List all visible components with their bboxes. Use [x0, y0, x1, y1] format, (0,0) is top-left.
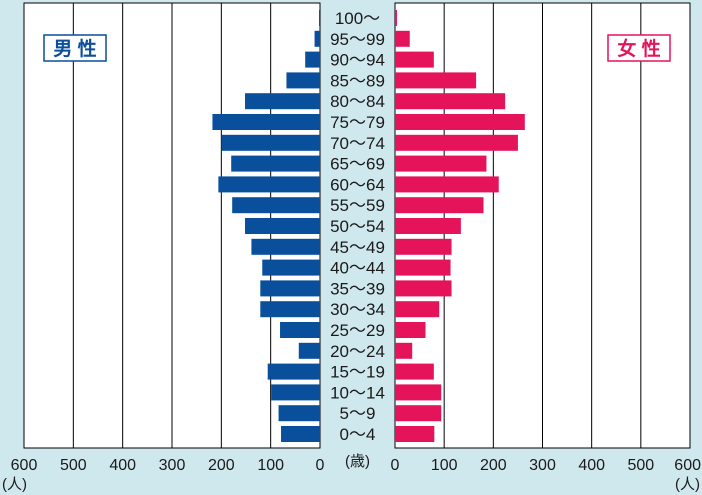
male-bar [278, 405, 320, 422]
age-label: 40〜44 [330, 259, 385, 278]
age-label: 75〜79 [330, 113, 385, 132]
x-tick-left: 600 [11, 457, 38, 474]
age-label: 65〜69 [330, 155, 385, 174]
female-bar [395, 405, 442, 422]
male-bar [271, 384, 320, 401]
male-bar [251, 238, 320, 255]
age-label: 90〜94 [330, 51, 385, 70]
x-tick-right: 300 [529, 457, 556, 474]
male-bar [245, 93, 320, 110]
age-unit: (歳) [345, 453, 370, 470]
unit-left: (人) [2, 476, 27, 493]
legend-male-label: 男 性 [53, 37, 96, 60]
age-label: 30〜34 [330, 300, 385, 319]
x-tick-left: 300 [159, 457, 186, 474]
age-label: 25〜29 [330, 321, 385, 340]
male-bar [218, 176, 320, 193]
female-bar [395, 30, 410, 47]
unit-right: (人) [675, 476, 700, 493]
x-tick-left: 200 [208, 457, 235, 474]
female-bar [395, 322, 426, 338]
female-bar [395, 176, 499, 193]
male-bar [245, 218, 320, 234]
age-label: 35〜39 [330, 279, 385, 298]
age-label: 95〜99 [330, 30, 385, 49]
female-bar [395, 114, 525, 130]
x-tick-right: 600 [674, 457, 701, 474]
female-bar [395, 259, 451, 276]
female-bar [395, 218, 461, 234]
x-tick-right: 100 [431, 457, 458, 474]
female-bar [395, 238, 452, 255]
male-bar [281, 426, 320, 442]
male-bar [262, 259, 320, 276]
male-bar [286, 72, 320, 89]
female-bar [395, 155, 487, 172]
male-bar [298, 342, 320, 359]
female-bar [395, 363, 434, 380]
male-bar [280, 322, 320, 338]
male-bar [319, 10, 320, 26]
age-label: 60〜64 [330, 175, 385, 194]
age-label: 50〜54 [330, 217, 385, 236]
male-bar [232, 197, 320, 214]
male-bar [314, 30, 320, 47]
male-bar [267, 363, 320, 380]
x-tick-left: 100 [257, 457, 284, 474]
female-bar [395, 10, 397, 26]
age-label: 85〜89 [330, 71, 385, 90]
female-bar [395, 134, 518, 151]
legend-female-box [607, 34, 671, 62]
legend-female-label: 女 性 [617, 37, 660, 60]
age-label: 80〜84 [330, 92, 385, 111]
age-label: 70〜74 [330, 134, 385, 153]
x-tick-right: 400 [578, 457, 605, 474]
x-tick-right: 200 [480, 457, 507, 474]
legend-male-box [43, 34, 107, 62]
female-bar [395, 51, 434, 68]
x-tick-right: 500 [627, 457, 654, 474]
female-bar [395, 384, 442, 401]
age-label: 55〜59 [330, 196, 385, 215]
female-bar [395, 426, 435, 442]
age-label: 100〜 [335, 9, 380, 28]
male-bar [231, 155, 320, 172]
female-bar [395, 280, 452, 297]
x-tick-left: 500 [60, 457, 87, 474]
male-bar [305, 51, 320, 68]
x-tick-left: 0 [316, 457, 325, 474]
female-bar [395, 301, 440, 318]
age-label: 15〜19 [330, 363, 385, 382]
male-bar [212, 114, 320, 130]
age-label: 5〜9 [340, 404, 376, 423]
age-label: 45〜49 [330, 238, 385, 257]
female-bar [395, 197, 484, 214]
age-label: 20〜24 [330, 342, 385, 361]
female-bar [395, 342, 413, 359]
male-bar [260, 301, 320, 318]
x-tick-left: 400 [109, 457, 136, 474]
x-tick-right: 0 [391, 457, 400, 474]
age-label: 10〜14 [330, 383, 385, 402]
male-bar [221, 134, 320, 151]
female-bar [395, 93, 506, 110]
male-bar [260, 280, 320, 297]
female-bar [395, 72, 477, 89]
age-label: 0〜4 [340, 425, 376, 444]
